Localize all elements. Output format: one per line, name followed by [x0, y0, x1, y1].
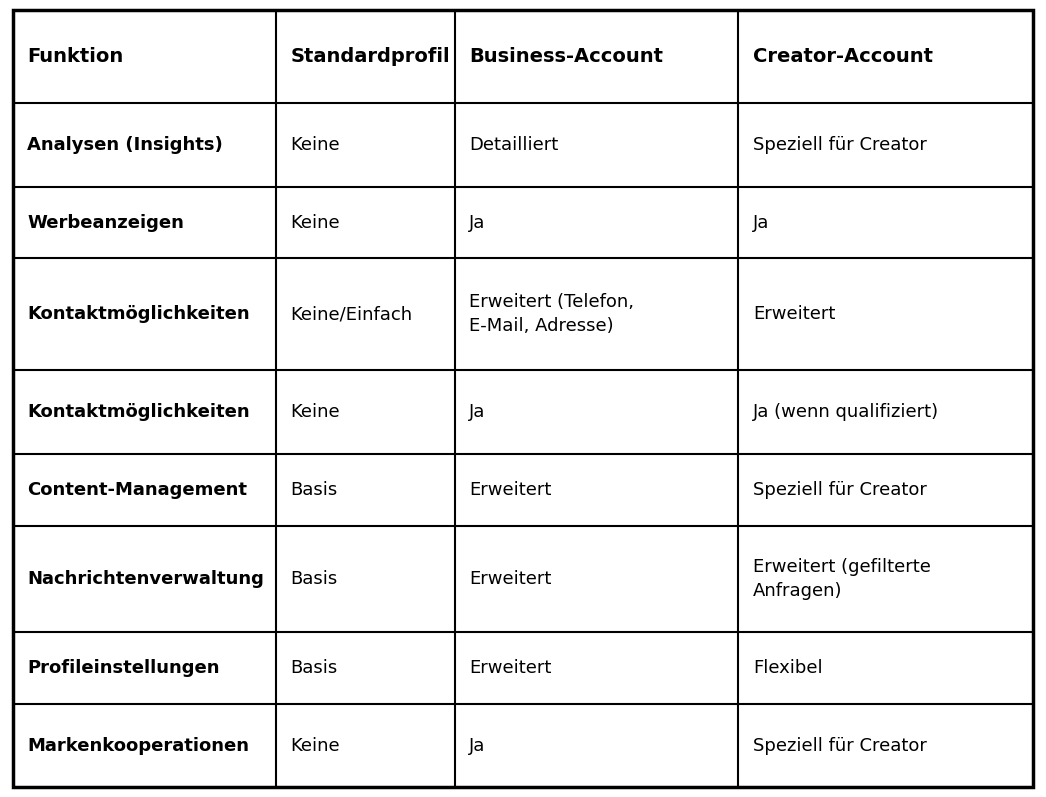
- Text: Kontaktmöglichkeiten: Kontaktmöglichkeiten: [27, 403, 250, 421]
- Text: Ja: Ja: [470, 403, 485, 421]
- Bar: [738, 103, 1033, 186]
- Bar: [738, 258, 1033, 370]
- Bar: [13, 186, 276, 258]
- Bar: [455, 186, 738, 258]
- Text: Keine: Keine: [291, 736, 340, 755]
- Bar: [738, 525, 1033, 632]
- Bar: [455, 103, 738, 186]
- Text: Basis: Basis: [291, 570, 338, 587]
- Text: Detailliert: Detailliert: [470, 135, 559, 154]
- Bar: [13, 525, 276, 632]
- Text: Content-Management: Content-Management: [27, 481, 247, 499]
- Text: Funktion: Funktion: [27, 47, 123, 66]
- Text: Speziell für Creator: Speziell für Creator: [753, 736, 927, 755]
- Text: Ja: Ja: [470, 214, 485, 232]
- Text: Erweitert: Erweitert: [470, 481, 551, 499]
- Bar: [455, 454, 738, 525]
- Text: Erweitert: Erweitert: [753, 305, 836, 324]
- Text: Analysen (Insights): Analysen (Insights): [27, 135, 223, 154]
- Bar: [738, 704, 1033, 787]
- Bar: [455, 10, 738, 103]
- Bar: [276, 370, 455, 454]
- Text: Keine: Keine: [291, 214, 340, 232]
- Bar: [13, 10, 276, 103]
- Bar: [276, 632, 455, 704]
- Text: Keine/Einfach: Keine/Einfach: [291, 305, 413, 324]
- Bar: [276, 103, 455, 186]
- Text: Flexibel: Flexibel: [753, 659, 822, 677]
- Bar: [455, 704, 738, 787]
- Text: Creator-Account: Creator-Account: [753, 47, 933, 66]
- Text: Ja: Ja: [470, 736, 485, 755]
- Bar: [13, 258, 276, 370]
- Text: Basis: Basis: [291, 659, 338, 677]
- Text: Kontaktmöglichkeiten: Kontaktmöglichkeiten: [27, 305, 250, 324]
- Text: Markenkooperationen: Markenkooperationen: [27, 736, 249, 755]
- Text: Keine: Keine: [291, 403, 340, 421]
- Text: Profileinstellungen: Profileinstellungen: [27, 659, 220, 677]
- Bar: [13, 704, 276, 787]
- Bar: [13, 370, 276, 454]
- Text: Erweitert: Erweitert: [470, 659, 551, 677]
- Text: Ja: Ja: [753, 214, 770, 232]
- Bar: [13, 454, 276, 525]
- Text: Speziell für Creator: Speziell für Creator: [753, 135, 927, 154]
- Bar: [13, 632, 276, 704]
- Bar: [276, 704, 455, 787]
- Bar: [455, 632, 738, 704]
- Bar: [455, 525, 738, 632]
- Bar: [455, 258, 738, 370]
- Bar: [738, 370, 1033, 454]
- Text: Basis: Basis: [291, 481, 338, 499]
- Bar: [276, 10, 455, 103]
- Text: Erweitert (Telefon,
E-Mail, Adresse): Erweitert (Telefon, E-Mail, Adresse): [470, 293, 634, 335]
- Bar: [455, 370, 738, 454]
- Bar: [276, 454, 455, 525]
- Text: Standardprofil: Standardprofil: [291, 47, 450, 66]
- Bar: [276, 525, 455, 632]
- Text: Werbeanzeigen: Werbeanzeigen: [27, 214, 184, 232]
- Bar: [276, 258, 455, 370]
- Bar: [738, 186, 1033, 258]
- Text: Business-Account: Business-Account: [470, 47, 663, 66]
- Text: Nachrichtenverwaltung: Nachrichtenverwaltung: [27, 570, 264, 587]
- Bar: [276, 186, 455, 258]
- Text: Erweitert (gefilterte
Anfragen): Erweitert (gefilterte Anfragen): [753, 558, 931, 599]
- Text: Erweitert: Erweitert: [470, 570, 551, 587]
- Text: Ja (wenn qualifiziert): Ja (wenn qualifiziert): [753, 403, 939, 421]
- Bar: [738, 454, 1033, 525]
- Bar: [13, 103, 276, 186]
- Bar: [738, 10, 1033, 103]
- Text: Speziell für Creator: Speziell für Creator: [753, 481, 927, 499]
- Text: Keine: Keine: [291, 135, 340, 154]
- Bar: [738, 632, 1033, 704]
